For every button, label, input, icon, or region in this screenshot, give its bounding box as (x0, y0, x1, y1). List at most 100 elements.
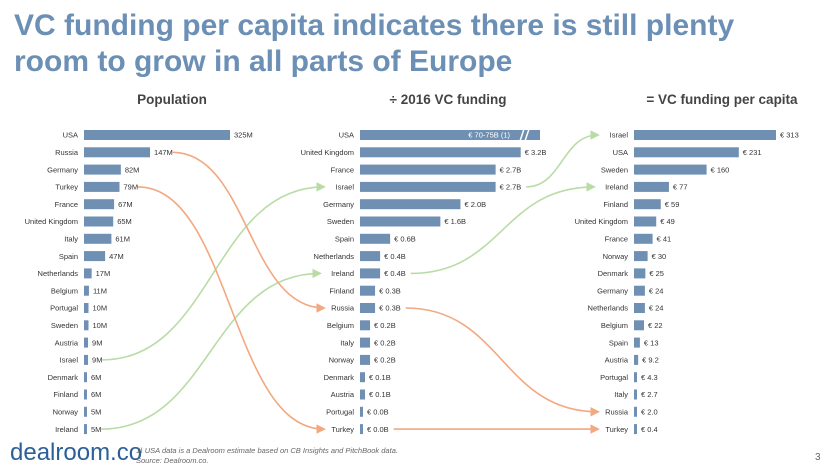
bar-1-ireland (360, 268, 381, 279)
value-label-2-france: € 41 (657, 235, 672, 244)
value-label-1-ireland: € 0.4B (384, 269, 406, 278)
value-label-1-russia: € 0.3B (379, 304, 401, 313)
bar-2-sweden (634, 164, 707, 175)
category-label-norway: Norway (603, 252, 629, 261)
category-label-norway: Norway (329, 356, 355, 365)
category-label-united-kingdom: United Kingdom (25, 217, 78, 226)
bar-1-austria (360, 389, 366, 400)
category-label-turkey: Turkey (331, 425, 354, 434)
category-label-denmark: Denmark (48, 373, 79, 382)
value-label-0-turkey: 79M (123, 183, 138, 192)
category-label-denmark: Denmark (598, 269, 629, 278)
axis-break-mark (519, 128, 525, 142)
value-label-1-denmark: € 0.1B (369, 373, 391, 382)
bar-1-united-kingdom (360, 147, 521, 158)
bar-0-russia (84, 147, 151, 158)
category-label-portugal: Portugal (600, 373, 628, 382)
bar-1-netherlands (360, 251, 381, 262)
value-label-0-spain: 47M (109, 252, 124, 261)
category-label-germany: Germany (323, 200, 354, 209)
dealroom-logo: dealroom.co (10, 439, 143, 466)
category-label-spain: Spain (59, 252, 78, 261)
bar-2-germany (634, 285, 645, 296)
value-label-1-finland: € 0.3B (379, 286, 401, 295)
bar-0-spain (84, 251, 106, 262)
category-label-turkey: Turkey (55, 183, 78, 192)
connector-arrow-israel (102, 182, 326, 361)
value-label-2-usa: € 231 (743, 148, 762, 157)
category-label-united-kingdom: United Kingdom (575, 217, 628, 226)
value-label-2-spain: € 13 (644, 338, 659, 347)
value-label-1-usa: € 70-75B (1) (468, 131, 510, 140)
footnote-source: Source: Dealroom.co. (136, 456, 209, 465)
bar-1-portugal (360, 406, 363, 417)
category-label-germany: Germany (597, 286, 628, 295)
value-label-2-portugal: € 4.3 (641, 373, 658, 382)
bar-2-finland (634, 199, 661, 210)
value-label-0-ireland: 5M (91, 425, 101, 434)
category-label-united-kingdom: United Kingdom (301, 148, 354, 157)
value-label-0-united-kingdom: 65M (117, 217, 132, 226)
bar-2-spain (634, 337, 640, 348)
category-label-finland: Finland (53, 390, 78, 399)
bar-2-united-kingdom (634, 216, 657, 227)
bar-0-finland (84, 389, 87, 400)
category-label-russia: Russia (331, 304, 355, 313)
bar-2-austria (634, 354, 639, 365)
bar-1-norway (360, 354, 371, 365)
value-label-0-sweden: 10M (92, 321, 107, 330)
value-label-2-italy: € 2.7 (641, 390, 658, 399)
value-label-1-austria: € 0.1B (369, 390, 391, 399)
category-label-germany: Germany (47, 165, 78, 174)
bar-0-israel (84, 354, 89, 365)
bar-2-italy (634, 389, 637, 400)
category-label-france: France (55, 200, 78, 209)
panel-title-2: = VC funding per capita (646, 92, 798, 107)
value-label-0-austria: 9M (92, 338, 102, 347)
category-label-spain: Spain (335, 235, 354, 244)
category-label-italy: Italy (340, 338, 354, 347)
bar-2-ireland (634, 181, 669, 192)
category-label-sweden: Sweden (327, 217, 354, 226)
category-label-usa: USA (63, 131, 78, 140)
category-label-russia: Russia (605, 408, 629, 417)
value-label-2-finland: € 59 (665, 200, 680, 209)
bar-0-italy (84, 233, 112, 244)
bar-0-austria (84, 337, 89, 348)
category-label-ireland: Ireland (605, 183, 628, 192)
category-label-usa: USA (339, 131, 354, 140)
category-label-italy: Italy (614, 390, 628, 399)
category-label-austria: Austria (55, 338, 79, 347)
connector-arrow-russia (405, 307, 600, 417)
value-label-0-norway: 5M (91, 408, 101, 417)
category-label-turkey: Turkey (605, 425, 628, 434)
category-label-austria: Austria (331, 390, 355, 399)
category-label-ireland: Ireland (331, 269, 354, 278)
value-label-1-netherlands: € 0.4B (384, 252, 406, 261)
value-label-1-turkey: € 0.0B (367, 425, 389, 434)
bar-1-sweden (360, 216, 441, 227)
value-label-2-russia: € 2.0 (641, 408, 658, 417)
category-label-israel: Israel (610, 131, 629, 140)
bar-2-turkey (634, 424, 637, 435)
category-label-israel: Israel (60, 356, 79, 365)
bar-1-russia (360, 303, 376, 313)
bar-2-netherlands (634, 303, 645, 313)
category-label-israel: Israel (336, 183, 355, 192)
bar-2-israel (634, 130, 776, 140)
category-label-finland: Finland (329, 286, 354, 295)
bar-0-france (84, 199, 115, 210)
bar-1-germany (360, 199, 461, 210)
category-label-france: France (331, 165, 354, 174)
category-label-belgium: Belgium (327, 321, 354, 330)
value-label-2-norway: € 30 (652, 252, 667, 261)
value-label-1-israel: € 2.7B (500, 183, 522, 192)
bar-2-norway (634, 251, 648, 262)
bar-1-finland (360, 285, 376, 296)
value-label-0-germany: 82M (125, 165, 140, 174)
bar-0-ireland (84, 424, 87, 435)
page-number: 3 (815, 452, 821, 463)
bar-0-norway (84, 406, 87, 417)
bar-0-turkey (84, 181, 120, 192)
